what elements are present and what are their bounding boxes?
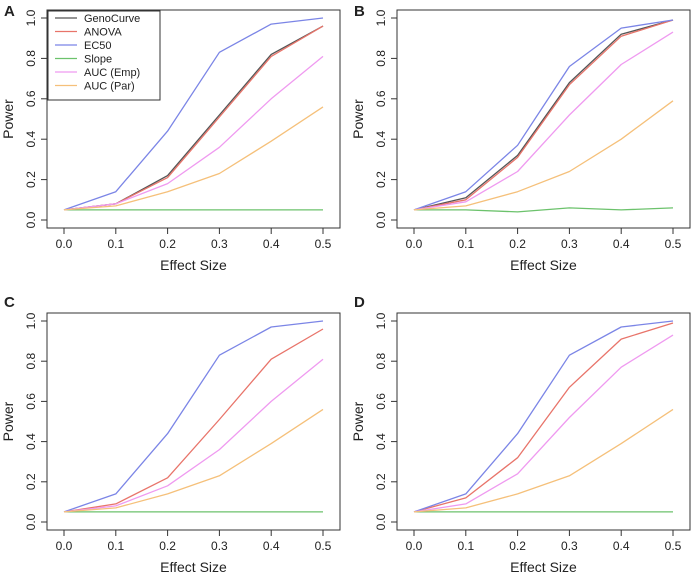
panel-letter: C	[4, 294, 15, 311]
legend-label-auc-emp: AUC (Emp)	[84, 67, 140, 79]
y-tick-label: 0.2	[24, 473, 38, 490]
y-axis-label: Power	[0, 401, 16, 441]
x-tick-label: 0.2	[509, 237, 526, 251]
y-axis-label: Power	[350, 401, 366, 441]
series-line-anova	[413, 19, 674, 211]
x-tick-label: 0.5	[315, 237, 332, 251]
series-line-genocurve	[413, 19, 674, 211]
series-line-slope	[414, 207, 674, 213]
series-line-auc-par	[413, 408, 674, 513]
x-tick-label: 0.3	[561, 539, 578, 553]
y-tick-label: 0.2	[24, 171, 38, 188]
y-tick-label: 0.6	[374, 90, 388, 107]
y-tick-label: 0.0	[374, 211, 388, 228]
series-line-ec50	[63, 17, 324, 211]
x-tick-label: 0.1	[457, 539, 474, 553]
chart-panel-c: C 0.0 0.1 0.2 0.3 0.4 0.5 0.0 0.2 0.4 0.6 0.8 1.0 Eff…	[0, 294, 341, 575]
x-tick-label: 0.4	[613, 237, 630, 251]
x-tick-label: 0.3	[561, 237, 578, 251]
x-tick-label: 0.2	[159, 237, 176, 251]
series-line-auc-emp	[413, 31, 674, 211]
panel-letter: B	[354, 3, 365, 20]
chart-panel-b: B 0.0 0.1 0.2 0.3 0.4 0.5 0.0 0.2 0.4 0.6 0.8 1.0 Eff…	[350, 3, 691, 273]
x-tick-label: 0.1	[107, 237, 124, 251]
series-line-auc-par	[63, 106, 324, 211]
y-axis-label: Power	[350, 99, 366, 139]
series-line-ec50	[63, 320, 324, 513]
legend-label-auc-par: AUC (Par)	[84, 81, 135, 93]
x-tick-label: 0.2	[509, 539, 526, 553]
series-line-ec50	[413, 320, 674, 513]
y-tick-label: 0.6	[24, 393, 38, 410]
series-line-auc-emp	[63, 55, 324, 211]
y-tick-label: 0.4	[374, 433, 388, 450]
plot-frame	[396, 9, 691, 229]
x-tick-label: 0.2	[159, 539, 176, 553]
y-tick-label: 0.2	[374, 473, 388, 490]
chart-panel-d: D 0.0 0.1 0.2 0.3 0.4 0.5 0.0 0.2 0.4 0.6 0.8 1.0 Eff…	[350, 294, 691, 575]
x-tick-label: 0.0	[406, 237, 423, 251]
legend-label-ec50: EC50	[84, 40, 112, 52]
y-tick-label: 0.4	[24, 131, 38, 148]
y-tick-label: 0.0	[24, 211, 38, 228]
y-tick-label: 0.4	[374, 131, 388, 148]
x-tick-label: 0.0	[406, 539, 423, 553]
y-tick-label: 0.6	[374, 393, 388, 410]
series-line-anova	[413, 322, 674, 513]
x-tick-label: 0.4	[263, 539, 280, 553]
plot-frame	[46, 312, 341, 531]
y-tick-label: 0.2	[374, 171, 388, 188]
y-tick-label: 1.0	[374, 9, 388, 26]
y-tick-label: 0.8	[24, 353, 38, 370]
plot-frame	[46, 9, 341, 229]
series-line-anova	[63, 328, 324, 513]
y-tick-label: 0.0	[374, 513, 388, 530]
x-tick-label: 0.4	[263, 237, 280, 251]
legend-label-anova: ANOVA	[84, 27, 122, 39]
x-tick-label: 0.3	[211, 237, 228, 251]
legend-label-slope: Slope	[84, 54, 112, 66]
x-axis-label: Effect Size	[160, 257, 227, 273]
y-tick-label: 0.8	[374, 50, 388, 67]
x-tick-label: 0.1	[457, 237, 474, 251]
panel-letter: D	[354, 294, 365, 311]
x-tick-label: 0.0	[56, 539, 73, 553]
x-tick-label: 0.1	[107, 539, 124, 553]
y-tick-label: 0.8	[24, 50, 38, 67]
x-tick-label: 0.5	[315, 539, 332, 553]
series-line-auc-par	[63, 408, 324, 513]
panel-letter: A	[4, 3, 15, 20]
y-tick-label: 1.0	[24, 312, 38, 329]
y-axis-label: Power	[0, 99, 16, 139]
x-axis-label: Effect Size	[160, 559, 227, 575]
x-tick-label: 0.5	[665, 539, 682, 553]
x-tick-label: 0.0	[56, 237, 73, 251]
y-tick-label: 1.0	[24, 9, 38, 26]
x-axis-label: Effect Size	[510, 559, 577, 575]
chart-panel-a: A 0.0 0.1 0.2 0.3 0.4 0.5 0.0 0.2 0.4 0.6 0.8 1.0 Eff…	[0, 3, 341, 273]
plot-frame	[396, 312, 691, 531]
x-tick-label: 0.5	[665, 237, 682, 251]
series-line-ec50	[413, 19, 674, 211]
series-line-auc-par	[413, 100, 674, 211]
y-tick-label: 0.0	[24, 513, 38, 530]
y-tick-label: 0.8	[374, 353, 388, 370]
x-tick-label: 0.4	[613, 539, 630, 553]
y-tick-label: 0.6	[24, 90, 38, 107]
y-tick-label: 1.0	[374, 312, 388, 329]
legend-label-genocurve: GenoCurve	[84, 13, 140, 25]
series-line-auc-emp	[63, 358, 324, 513]
y-tick-label: 0.4	[24, 433, 38, 450]
x-axis-label: Effect Size	[510, 257, 577, 273]
x-tick-label: 0.3	[211, 539, 228, 553]
series-line-auc-emp	[413, 334, 674, 513]
